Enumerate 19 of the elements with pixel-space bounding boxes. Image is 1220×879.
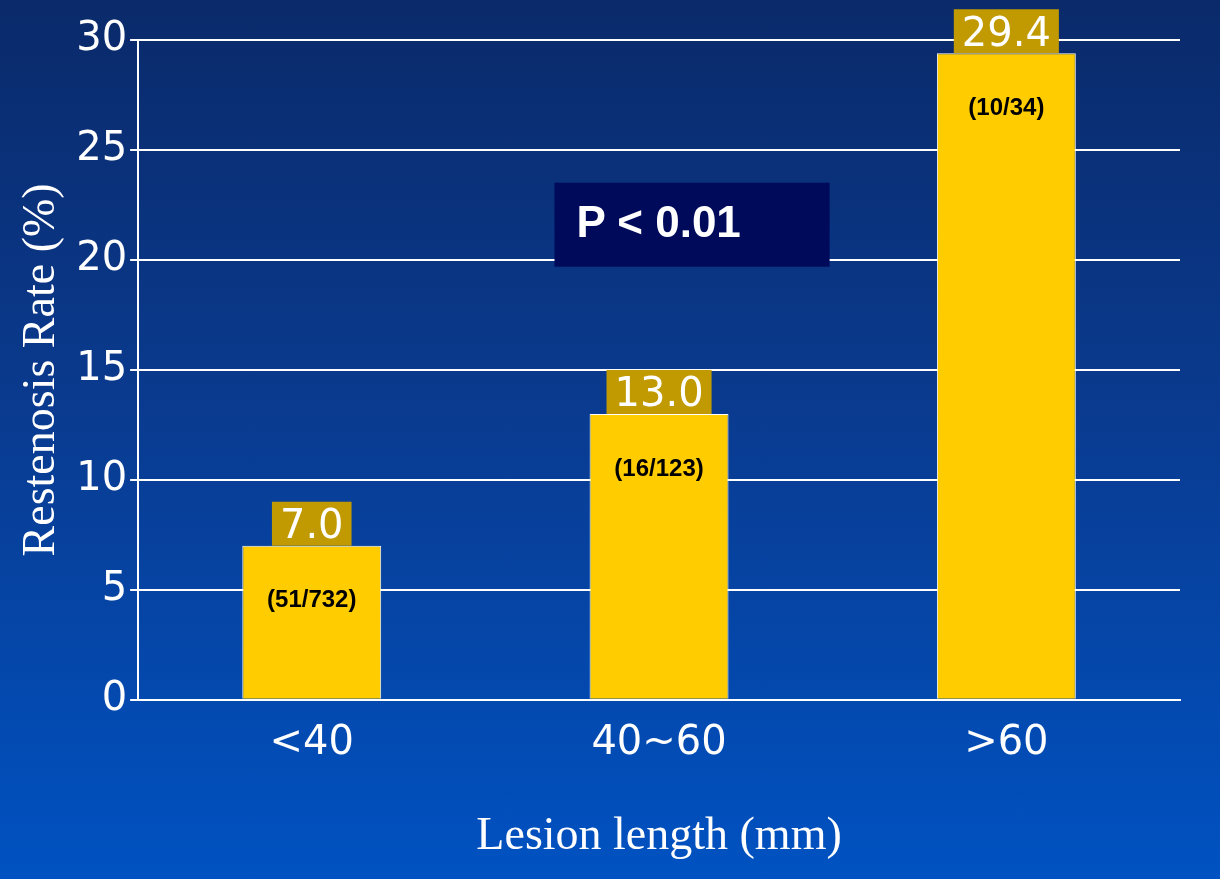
annotation: (10/34) [968, 92, 1045, 120]
annotation: P < 0.01 [576, 196, 741, 246]
y-tick-label: 10 [76, 453, 128, 500]
y-tick-label: 15 [76, 343, 128, 390]
annotation: (51/732) [267, 585, 357, 613]
y-tick-label: 30 [76, 13, 128, 60]
y-tick-label: 0 [101, 673, 128, 720]
y-tick-label: 25 [76, 123, 128, 170]
data-label: 29.4 [961, 8, 1051, 55]
x-tick-label: <40 [269, 717, 354, 764]
x-tick-label: 40~60 [591, 717, 727, 764]
data-label: 7.0 [279, 501, 344, 548]
y-tick-label: 20 [76, 233, 128, 280]
y-axis-title: Restenosis Rate (%) [12, 183, 64, 557]
x-tick-label: >60 [964, 717, 1049, 764]
y-tick-label: 5 [101, 563, 128, 610]
x-axis-title: Lesion length (mm) [476, 808, 842, 860]
annotation: (16/123) [614, 453, 704, 481]
data-label: 13.0 [614, 369, 704, 416]
